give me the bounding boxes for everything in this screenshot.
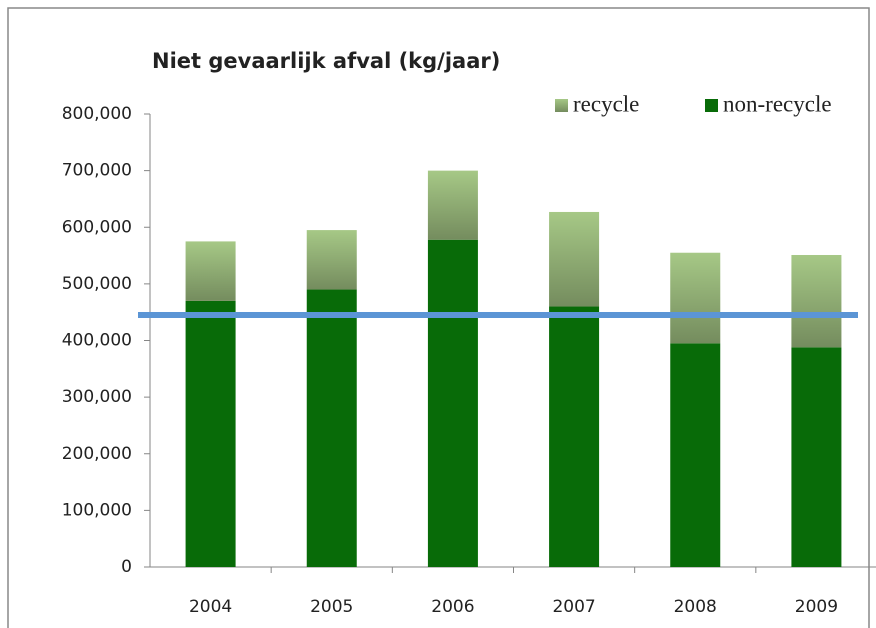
x-tick-label: 2005 [310, 597, 353, 617]
y-tick-label: 400,000 [62, 331, 132, 351]
legend-swatch [705, 99, 718, 112]
bar-segment [427, 239, 478, 567]
legend-label: recycle [573, 91, 639, 116]
y-tick-label: 700,000 [62, 161, 132, 181]
y-tick-label: 100,000 [62, 500, 132, 520]
y-tick-label: 600,000 [62, 217, 132, 237]
bar-segment [306, 289, 357, 567]
y-tick-label: 0 [121, 557, 132, 577]
x-tick-label: 2008 [674, 597, 717, 617]
bar-segment [185, 300, 236, 567]
y-tick-label: 800,000 [62, 104, 132, 124]
bar-segment [670, 343, 721, 567]
legend-shade [555, 99, 568, 112]
x-tick-label: 2006 [431, 597, 474, 617]
bar-shade [549, 211, 600, 307]
y-tick-label: 500,000 [62, 274, 132, 294]
legend-label: non-recycle [723, 91, 832, 116]
bar-shade [185, 241, 236, 301]
x-tick-label: 2004 [189, 597, 232, 617]
bar-segment [549, 306, 600, 567]
bar-shade [427, 170, 478, 240]
bar-segment [791, 347, 842, 567]
x-tick-label: 2009 [795, 597, 838, 617]
bar-shade [306, 230, 357, 290]
y-tick-label: 200,000 [62, 444, 132, 464]
bar-shade [791, 254, 842, 348]
y-tick-label: 300,000 [62, 387, 132, 407]
bar-shade [670, 252, 721, 344]
chart-title: Niet gevaarlijk afval (kg/jaar) [152, 49, 500, 73]
x-tick-label: 2007 [552, 597, 595, 617]
